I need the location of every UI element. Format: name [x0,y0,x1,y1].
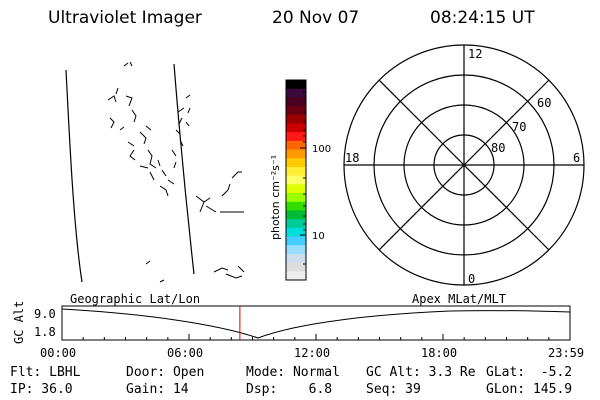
colorbar-swatch [286,132,306,142]
colorbar-tick-10: 10 [312,231,325,242]
status-gc-alt: GC Alt: 3.3 Re [366,365,476,380]
colorbar-swatch [286,262,306,272]
mlat-label-70: 70 [512,120,526,134]
colorbar-swatch [286,184,306,194]
colorbar-swatch [286,201,306,211]
longitude-line-left [65,69,83,283]
colorbar-unit-label: photon cm⁻²s⁻¹ [269,155,282,240]
status-seq: Seq: 39 [366,382,421,397]
app-title: Ultraviolet Imager [48,8,202,28]
orbit-right-title: Apex MLat/MLT [412,292,506,306]
status-ip: IP: 36.0 [10,382,73,397]
orbit-left-title: Geographic Lat/Lon [70,292,200,306]
date-label: 20 Nov 07 [272,8,360,28]
colorbar-swatch [286,219,306,229]
colorbar-swatch [286,88,306,98]
colorbar-swatch [286,158,306,168]
colorbar-swatch [286,253,306,264]
colorbar-swatch [286,245,306,255]
mlt-label-0: 0 [468,272,475,286]
colorbar-swatch [286,210,306,220]
status-mode: Mode: Normal [246,365,340,380]
mlt-label-12: 12 [468,47,482,61]
status-door: Door: Open [126,365,205,380]
orbit-xtick-0000: 00:00 [40,346,76,360]
colorbar-swatch [286,236,306,246]
colorbar-tick-100: 100 [312,144,331,155]
colorbar-swatch [286,193,306,203]
colorbar-swatch [286,114,306,124]
orbit-xtick-1200: 12:00 [294,346,330,360]
status-filter: Flt: LBHL [10,365,81,380]
orbit-xtick-1800: 18:00 [421,346,457,360]
mlt-label-6: 6 [573,151,580,165]
mlat-label-80: 80 [491,141,505,155]
time-label: 08:24:15 UT [430,8,535,28]
colorbar-swatch [286,166,306,177]
colorbar-swatch [286,227,306,238]
orbit-xtick-0600: 06:00 [167,346,203,360]
mlt-label-18: 18 [345,151,359,165]
orbit-ytick-1-8: 1.8 [34,325,56,339]
status-glon: GLon: 145.9 [486,382,573,397]
colorbar-swatch [286,271,306,281]
colorbar-swatch [286,80,306,90]
status-dsp: Dsp: 6.8 [246,382,333,397]
orbit-ylabel: GC Alt [12,301,26,344]
status-glat: GLat: -5.2 [486,365,573,380]
colorbar-swatch [286,140,306,151]
orbit-ytick-9: 9.0 [34,307,56,321]
colorbar-swatch [286,106,306,116]
orbit-altitude-curve [61,308,571,339]
colorbar-swatch [286,123,306,133]
colorbar-swatch [286,97,306,107]
longitude-line-right [173,63,195,275]
orbit-xtick-2359: 23:59 [548,346,584,360]
colorbar-swatch [286,175,306,185]
status-gain: Gain: 14 [126,382,189,397]
mlat-label-60: 60 [537,96,551,110]
colorbar-swatch [286,149,306,159]
coastline-fragments [107,61,245,283]
